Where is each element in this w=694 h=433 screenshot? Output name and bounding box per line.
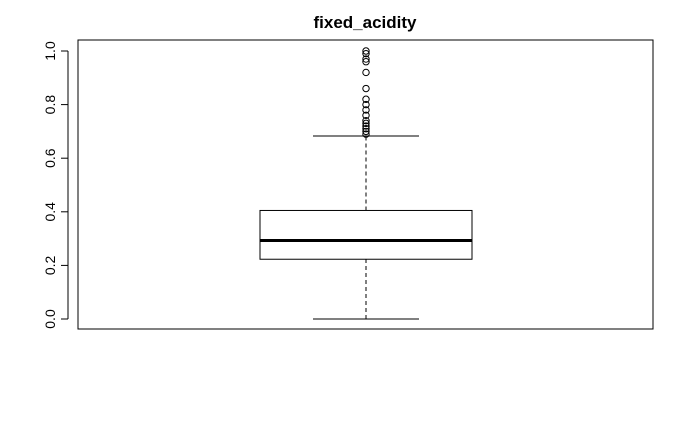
outlier-point xyxy=(362,84,370,93)
outlier-point xyxy=(362,130,370,138)
outlier-point xyxy=(362,125,370,133)
chart-title: fixed_acidity xyxy=(314,13,418,32)
y-tick-label: 0.2 xyxy=(42,255,58,275)
plot-frame xyxy=(77,39,654,330)
y-tick-label: 0.6 xyxy=(42,148,58,168)
outlier-point xyxy=(362,95,370,103)
y-tick-label: 0.8 xyxy=(42,95,58,115)
outlier-point xyxy=(362,106,370,114)
outlier-point xyxy=(362,116,370,125)
outlier-point xyxy=(362,100,370,109)
y-tick-label: 1.0 xyxy=(42,41,58,61)
outlier-point xyxy=(362,122,370,130)
y-axis: 0.0 0.2 0.4 0.6 0.8 1.0 xyxy=(42,41,69,329)
box-group xyxy=(259,135,473,320)
outlier-point xyxy=(362,127,370,136)
outlier-group xyxy=(362,47,370,138)
outlier-point xyxy=(362,111,370,120)
outlier-point xyxy=(362,47,370,55)
outlier-point xyxy=(362,55,370,63)
y-tick-label: 0.0 xyxy=(42,309,58,329)
y-tick-label: 0.4 xyxy=(42,202,58,222)
outlier-point xyxy=(362,119,370,128)
outlier-point xyxy=(362,68,370,77)
iqr-box xyxy=(259,209,473,260)
outlier-point xyxy=(362,58,370,66)
outlier-point xyxy=(362,49,370,58)
